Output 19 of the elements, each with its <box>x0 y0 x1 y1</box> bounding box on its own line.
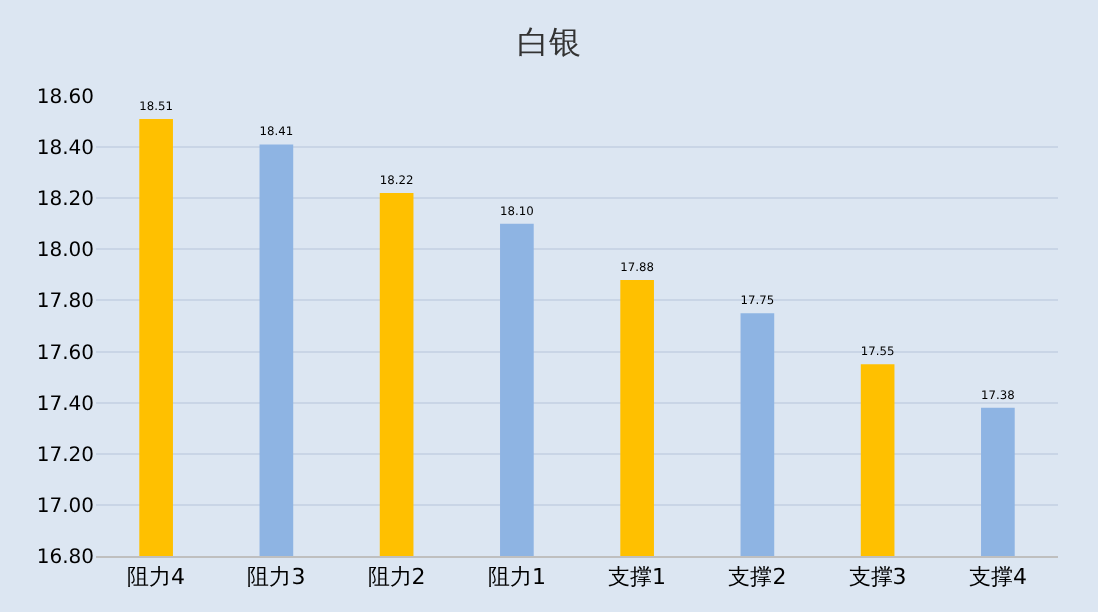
y-tick-label: 18.20 <box>36 189 94 212</box>
x-tick-label: 阻力2 <box>367 564 426 591</box>
y-tick-label: 16.80 <box>36 547 94 569</box>
y-tick-label: 18.40 <box>36 138 94 161</box>
y-tick-label: 18.60 <box>36 87 94 109</box>
x-tick-label: 支撑2 <box>728 564 787 591</box>
x-tick-label: 阻力4 <box>127 564 186 591</box>
chart-title: 白银 <box>517 23 581 61</box>
y-tick-label: 17.60 <box>36 342 94 365</box>
x-tick-label: 支撑3 <box>848 564 907 591</box>
y-tick-label: 17.80 <box>36 291 94 314</box>
y-tick-label: 17.00 <box>36 495 94 518</box>
x-tick-label: 支撑1 <box>608 564 667 591</box>
x-tick-label: 阻力1 <box>487 564 546 591</box>
y-tick-label: 18.00 <box>36 240 94 263</box>
y-tick-label: 17.40 <box>36 393 94 416</box>
x-tick-label: 支撑4 <box>968 564 1027 591</box>
y-tick-label: 17.20 <box>36 444 94 467</box>
x-tick-label: 阻力3 <box>247 564 306 591</box>
